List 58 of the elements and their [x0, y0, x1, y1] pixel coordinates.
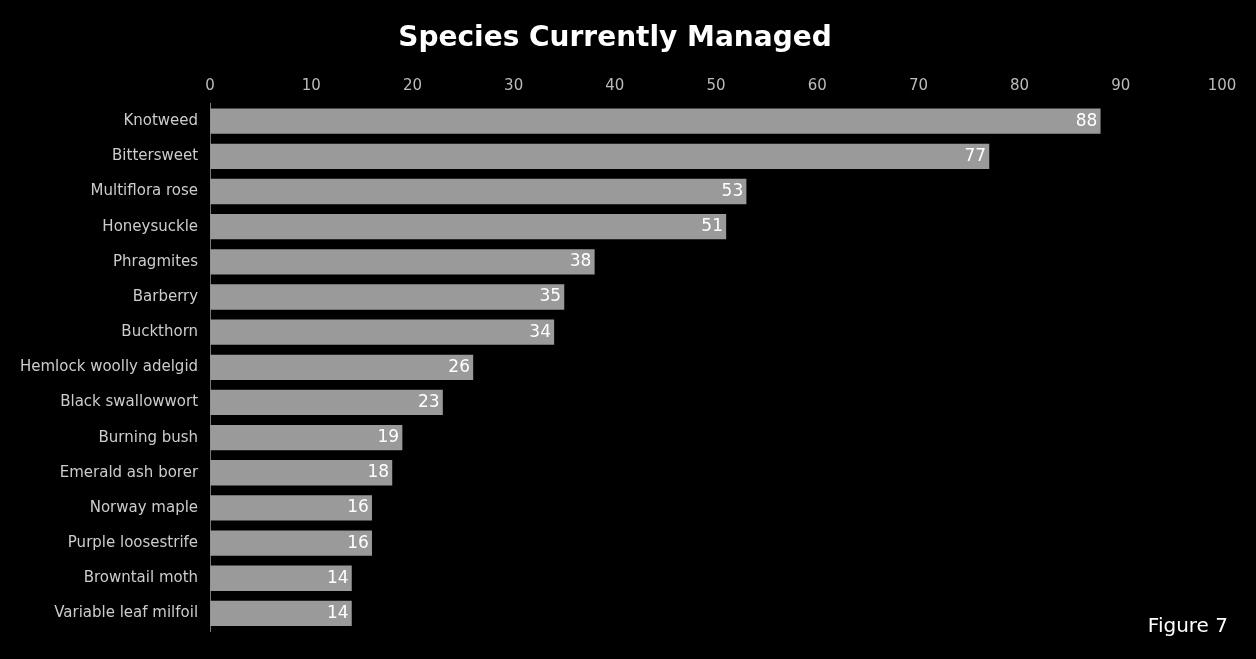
- bar: [210, 214, 727, 240]
- x-tick-label: 90: [1111, 76, 1131, 95]
- bar: [210, 460, 393, 486]
- data-label: 34: [529, 320, 551, 341]
- y-tick-label: Variable leaf milfoil: [54, 603, 199, 622]
- x-tick-label: 80: [1010, 76, 1030, 95]
- y-tick-label: Norway maple: [89, 497, 199, 516]
- bar: [210, 284, 565, 310]
- data-label: 16: [347, 531, 369, 552]
- data-label: 77: [964, 144, 987, 165]
- bar: [210, 108, 1101, 134]
- y-tick-label: Phragmites: [112, 251, 199, 270]
- x-tick-label: 50: [706, 76, 726, 95]
- y-tick-label: Browntail moth: [83, 568, 199, 587]
- data-label: 35: [539, 285, 562, 306]
- bar: [210, 600, 352, 627]
- data-label: 26: [448, 355, 471, 376]
- data-label: 53: [721, 179, 744, 200]
- annotation: Figure 7: [1147, 613, 1228, 637]
- data-label: 19: [377, 426, 400, 447]
- y-tick-label: Honeysuckle: [102, 216, 199, 235]
- x-tick-label: 10: [301, 76, 321, 95]
- y-tick-label: Bittersweet: [112, 146, 199, 165]
- y-tick-label: Purple loosestrife: [67, 532, 199, 551]
- data-label: 23: [418, 390, 440, 411]
- x-tick-label: 100: [1207, 76, 1237, 95]
- bar: [210, 424, 403, 451]
- bar: [210, 530, 372, 556]
- x-tick-label: 20: [402, 76, 423, 95]
- data-label: 88: [1075, 109, 1098, 130]
- y-tick-label: Black swallowwort: [60, 392, 199, 411]
- data-label: 14: [326, 601, 349, 622]
- x-tick-label: 30: [504, 76, 524, 95]
- y-tick-label: Knotweed: [123, 111, 199, 130]
- data-label: 38: [569, 250, 592, 271]
- x-tick-label: 40: [605, 76, 625, 95]
- x-tick-label: 60: [807, 76, 827, 95]
- data-label: 16: [347, 496, 369, 517]
- bar: [210, 143, 990, 169]
- x-tick-label: 70: [908, 76, 928, 95]
- data-label: 51: [701, 215, 723, 236]
- y-tick-label: Barberry: [132, 286, 199, 305]
- y-tick-label: Hemlock woolly adelgid: [19, 357, 199, 376]
- bar: [210, 249, 595, 275]
- bar: [210, 354, 474, 380]
- y-tick-label: Multiflora rose: [90, 181, 199, 200]
- y-tick-label: Emerald ash borer: [59, 462, 199, 481]
- bar: [210, 565, 352, 591]
- x-tick-label: 0: [205, 76, 215, 95]
- bar: [210, 319, 555, 345]
- data-label: 14: [326, 566, 349, 587]
- data-label: 18: [367, 461, 390, 482]
- bar: [210, 389, 443, 416]
- chart-title: Species Currently Managed: [398, 20, 832, 54]
- bar: [210, 178, 747, 205]
- bar: [210, 495, 372, 521]
- y-tick-label: Buckthorn: [121, 322, 199, 341]
- y-tick-label: Burning bush: [98, 427, 199, 446]
